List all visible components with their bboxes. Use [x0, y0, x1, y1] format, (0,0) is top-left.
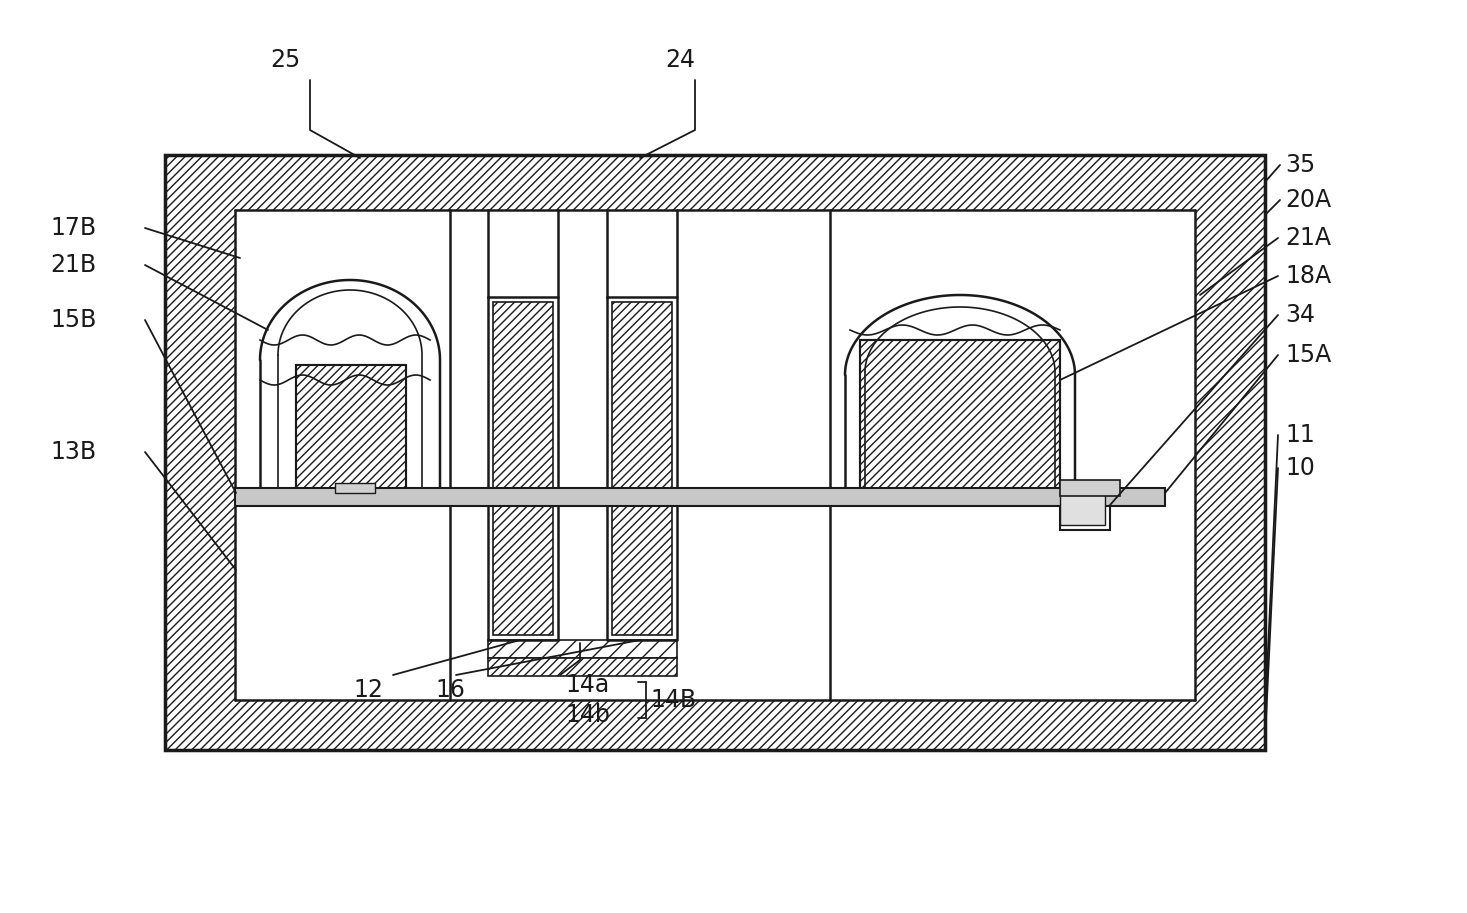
Polygon shape	[260, 280, 440, 490]
Text: 15B: 15B	[50, 308, 97, 332]
Text: 11: 11	[1285, 423, 1314, 447]
Polygon shape	[235, 210, 450, 490]
Polygon shape	[235, 488, 1165, 506]
Polygon shape	[489, 297, 557, 640]
Text: 17B: 17B	[50, 216, 97, 240]
Polygon shape	[489, 658, 676, 676]
Text: 16: 16	[436, 678, 465, 702]
Polygon shape	[334, 483, 376, 493]
Polygon shape	[164, 155, 1265, 750]
Text: 18A: 18A	[1285, 264, 1331, 288]
Text: 14a: 14a	[565, 673, 609, 697]
Text: 20A: 20A	[1285, 188, 1331, 212]
Text: 15A: 15A	[1285, 343, 1331, 367]
Text: 14b: 14b	[565, 703, 610, 727]
Polygon shape	[235, 506, 450, 700]
Text: 21B: 21B	[50, 253, 97, 277]
Polygon shape	[1061, 488, 1111, 530]
Text: 21A: 21A	[1285, 226, 1331, 250]
Text: 12: 12	[354, 678, 383, 702]
Text: 25: 25	[270, 48, 301, 72]
Text: 34: 34	[1285, 303, 1314, 327]
Text: 24: 24	[665, 48, 695, 72]
Polygon shape	[1061, 480, 1119, 496]
Text: 10: 10	[1285, 456, 1314, 480]
Polygon shape	[612, 302, 672, 635]
Polygon shape	[489, 640, 676, 658]
Polygon shape	[1061, 493, 1105, 525]
Polygon shape	[607, 297, 676, 640]
Polygon shape	[235, 210, 1196, 700]
Polygon shape	[493, 302, 553, 635]
Polygon shape	[450, 210, 830, 490]
Polygon shape	[296, 365, 406, 490]
Text: 35: 35	[1285, 153, 1316, 177]
Polygon shape	[830, 210, 1196, 700]
Polygon shape	[450, 640, 830, 700]
Text: 13B: 13B	[50, 440, 97, 464]
Polygon shape	[845, 295, 1075, 490]
Polygon shape	[860, 340, 1061, 490]
Text: 14B: 14B	[650, 688, 697, 712]
